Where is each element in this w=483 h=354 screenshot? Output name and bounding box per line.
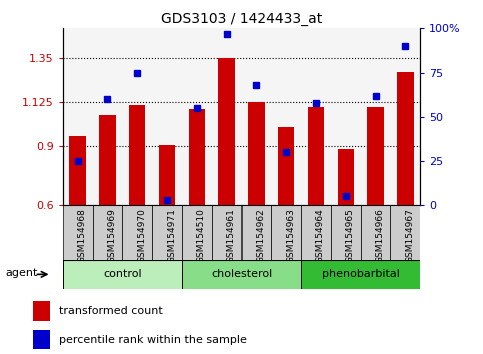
Bar bbox=[397, 72, 413, 205]
Bar bbox=[63, 205, 93, 260]
Bar bbox=[248, 102, 265, 205]
Text: phenobarbital: phenobarbital bbox=[322, 269, 399, 279]
Text: GSM154966: GSM154966 bbox=[376, 208, 384, 263]
Text: GSM154965: GSM154965 bbox=[346, 208, 355, 263]
Bar bbox=[33, 330, 50, 349]
Title: GDS3103 / 1424433_at: GDS3103 / 1424433_at bbox=[161, 12, 322, 26]
Text: transformed count: transformed count bbox=[59, 307, 163, 316]
Bar bbox=[189, 109, 205, 205]
Bar bbox=[122, 205, 152, 260]
Text: GSM154968: GSM154968 bbox=[78, 208, 86, 263]
Bar bbox=[390, 205, 420, 260]
Bar bbox=[129, 105, 145, 205]
Bar bbox=[308, 107, 324, 205]
Bar bbox=[278, 127, 294, 205]
Text: GSM154969: GSM154969 bbox=[108, 208, 116, 263]
Text: GSM154961: GSM154961 bbox=[227, 208, 236, 263]
Bar bbox=[152, 205, 182, 260]
Bar bbox=[159, 145, 175, 205]
Text: GSM154964: GSM154964 bbox=[316, 208, 325, 263]
Text: agent: agent bbox=[5, 268, 37, 278]
Text: GSM154962: GSM154962 bbox=[256, 208, 265, 263]
Text: GSM154967: GSM154967 bbox=[405, 208, 414, 263]
Bar bbox=[218, 58, 235, 205]
Bar bbox=[182, 205, 212, 260]
Bar bbox=[33, 301, 50, 321]
Bar bbox=[331, 205, 361, 260]
Bar bbox=[368, 107, 384, 205]
Bar bbox=[182, 260, 301, 289]
Bar bbox=[361, 205, 390, 260]
Text: control: control bbox=[103, 269, 142, 279]
Bar bbox=[93, 205, 122, 260]
Bar bbox=[301, 205, 331, 260]
Bar bbox=[63, 260, 182, 289]
Bar bbox=[99, 115, 115, 205]
Bar bbox=[242, 205, 271, 260]
Bar bbox=[212, 205, 242, 260]
Bar bbox=[271, 205, 301, 260]
Bar bbox=[301, 260, 420, 289]
Text: percentile rank within the sample: percentile rank within the sample bbox=[59, 335, 247, 345]
Text: GSM154971: GSM154971 bbox=[167, 208, 176, 263]
Text: cholesterol: cholesterol bbox=[211, 269, 272, 279]
Bar bbox=[338, 149, 354, 205]
Text: GSM154510: GSM154510 bbox=[197, 208, 206, 263]
Text: GSM154970: GSM154970 bbox=[137, 208, 146, 263]
Bar bbox=[70, 136, 86, 205]
Text: GSM154963: GSM154963 bbox=[286, 208, 295, 263]
